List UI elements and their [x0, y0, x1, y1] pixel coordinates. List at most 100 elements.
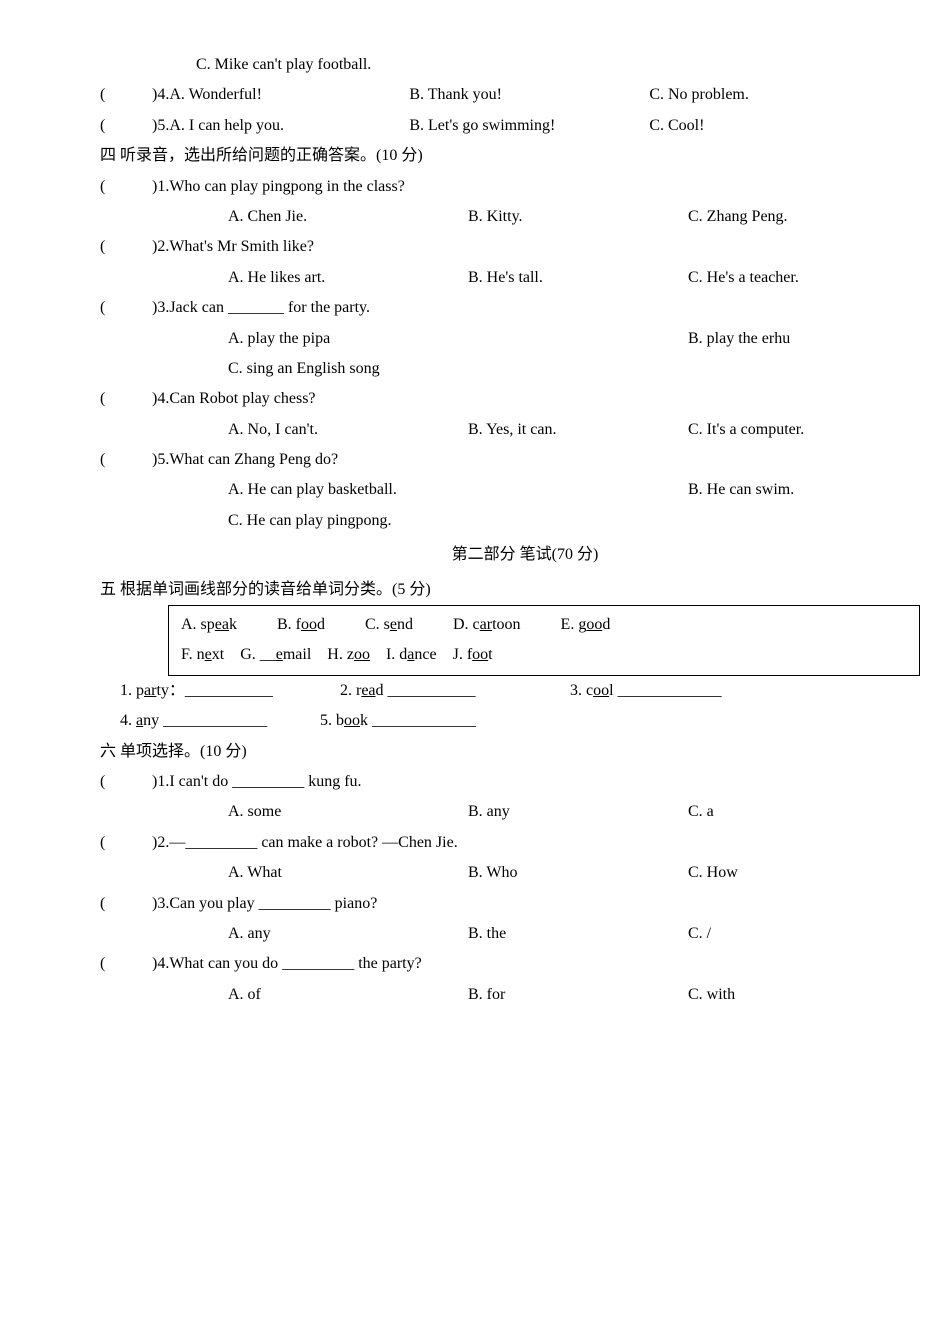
- s4q3-opt-b: B. play the erhu: [688, 324, 790, 354]
- paren-close: )4.: [152, 384, 169, 414]
- fill-1: 1. party：___________: [120, 676, 340, 706]
- s4q4-options: A. No, I can't. B. Yes, it can. C. It's …: [100, 415, 950, 445]
- s4q3-opt-a: A. play the pipa: [228, 324, 688, 354]
- s4q4-opt-a: A. No, I can't.: [228, 415, 468, 445]
- s6q1-opt-b: B. any: [468, 797, 688, 827]
- paren-open: (: [100, 80, 110, 110]
- s6q3-opt-b: B. the: [468, 919, 688, 949]
- paren-close: )1.: [152, 767, 169, 797]
- s6q2-opt-b: B. Who: [468, 858, 688, 888]
- paren-open: (: [100, 828, 110, 858]
- s4q1-opt-c: C. Zhang Peng.: [688, 202, 788, 232]
- q5-opt-a: A. I can help you.: [169, 111, 409, 141]
- fill-2: 2. read ___________: [340, 676, 570, 706]
- section-4-title: 四 听录音，选出所给问题的正确答案。(10 分): [100, 141, 950, 171]
- paren-open: (: [100, 293, 110, 323]
- s6q1-options: A. some B. any C. a: [100, 797, 950, 827]
- q5-opt-b: B. Let's go swimming!: [409, 111, 649, 141]
- paren-close: )2.: [152, 232, 169, 262]
- box-word-i: I. dance: [386, 640, 437, 670]
- box-word-b: B. food: [277, 610, 325, 640]
- box-word-j: J. foot: [453, 640, 493, 670]
- s4q4-stem: Can Robot play chess?: [169, 384, 315, 414]
- s4q3-stem-row: ( )3. Jack can _______ for the party.: [100, 293, 950, 323]
- s6q2-stem-pre: —: [169, 834, 185, 851]
- blank: _________: [282, 955, 354, 972]
- s4q1-opt-b: B. Kitty.: [468, 202, 688, 232]
- paren-close: )1.: [152, 172, 169, 202]
- s4q3-options-row1: A. play the pipa B. play the erhu: [100, 324, 950, 354]
- blank: _________: [232, 773, 304, 790]
- s4q5-opt-a: A. He can play basketball.: [228, 475, 688, 505]
- box-word-d: D. cartoon: [453, 610, 521, 640]
- s4q4-stem-row: ( )4. Can Robot play chess?: [100, 384, 950, 414]
- s6q1-stem-pre: I can't do: [169, 773, 232, 790]
- s6q1-stem: I can't do _________ kung fu.: [169, 767, 361, 797]
- s6q2-opt-c: C. How: [688, 858, 738, 888]
- s4q1-options: A. Chen Jie. B. Kitty. C. Zhang Peng.: [100, 202, 950, 232]
- box-word-a: A. speak: [181, 610, 237, 640]
- s4q5-stem: What can Zhang Peng do?: [169, 445, 338, 475]
- box-word-f: F. next: [181, 640, 224, 670]
- s6q4-stem-row: ( )4. What can you do _________ the part…: [100, 949, 950, 979]
- s6q1-opt-c: C. a: [688, 797, 714, 827]
- s6q2-stem-post: can make a robot? —Chen Jie.: [257, 834, 457, 851]
- paren-open: (: [100, 384, 110, 414]
- s4q1-stem: Who can play pingpong in the class?: [169, 172, 405, 202]
- s4q2-opt-a: A. He likes art.: [228, 263, 468, 293]
- fill-4: 4. any _____________: [120, 706, 320, 736]
- s6q2-stem: —_________ can make a robot? —Chen Jie.: [169, 828, 457, 858]
- s6q2-stem-row: ( )2. —_________ can make a robot? —Chen…: [100, 828, 950, 858]
- paren-close: )5.: [152, 111, 169, 141]
- paren-open: (: [100, 232, 110, 262]
- section-5-title: 五 根据单词画线部分的读音给单词分类。(5 分): [100, 575, 950, 605]
- fill-row-2: 4. any _____________ 5. book ___________…: [100, 706, 950, 736]
- s4q1-opt-a: A. Chen Jie.: [228, 202, 468, 232]
- q5-opt-c: C. Cool!: [649, 111, 704, 141]
- q3-option-c: C. Mike can't play football.: [100, 50, 950, 80]
- s6q4-stem-pre: What can you do: [169, 955, 282, 972]
- s6q3-stem: Can you play _________ piano?: [169, 889, 377, 919]
- fill-row-1: 1. party：___________ 2. read ___________…: [100, 676, 950, 706]
- s6q2-opt-a: A. What: [228, 858, 468, 888]
- paren-close: )4.: [152, 949, 169, 979]
- s4q3-stem-post: for the party.: [284, 299, 370, 316]
- paren-close: )2.: [152, 828, 169, 858]
- q5-row: ( )5. A. I can help you. B. Let's go swi…: [100, 111, 950, 141]
- s4q1-stem-row: ( )1. Who can play pingpong in the class…: [100, 172, 950, 202]
- paren-close: )5.: [152, 445, 169, 475]
- s4q4-opt-c: C. It's a computer.: [688, 415, 804, 445]
- s4q5-stem-row: ( )5. What can Zhang Peng do?: [100, 445, 950, 475]
- q4-opt-b: B. Thank you!: [409, 80, 649, 110]
- box-word-h: H. zoo: [327, 640, 370, 670]
- paren-close: )4.: [152, 80, 169, 110]
- s4q3-opt-c: C. sing an English song: [100, 354, 950, 384]
- part2-title: 第二部分 笔试(70 分): [100, 536, 950, 574]
- paren-open: (: [100, 445, 110, 475]
- s4q2-opt-c: C. He's a teacher.: [688, 263, 799, 293]
- blank: _______: [228, 299, 284, 316]
- s4q5-opt-b: B. He can swim.: [688, 475, 794, 505]
- box-word-g: G. __email: [240, 640, 311, 670]
- paren-open: (: [100, 889, 110, 919]
- s6q3-stem-pre: Can you play: [169, 895, 258, 912]
- s6q3-stem-post: piano?: [331, 895, 378, 912]
- s4q3-stem-pre: Jack can: [169, 299, 228, 316]
- box-word-e: E. good: [561, 610, 611, 640]
- paren-close: )3.: [152, 889, 169, 919]
- q4-opt-c: C. No problem.: [649, 80, 749, 110]
- paren-open: (: [100, 172, 110, 202]
- s4q3-stem: Jack can _______ for the party.: [169, 293, 370, 323]
- s6q3-stem-row: ( )3. Can you play _________ piano?: [100, 889, 950, 919]
- paren-open: (: [100, 111, 110, 141]
- s4q2-opt-b: B. He's tall.: [468, 263, 688, 293]
- s6q3-opt-a: A. any: [228, 919, 468, 949]
- s4q4-opt-b: B. Yes, it can.: [468, 415, 688, 445]
- blank: _________: [185, 834, 257, 851]
- exam-page: C. Mike can't play football. ( )4. A. Wo…: [0, 0, 950, 1060]
- s4q2-stem: What's Mr Smith like?: [169, 232, 314, 262]
- paren-close: )3.: [152, 293, 169, 323]
- s6q4-stem: What can you do _________ the party?: [169, 949, 421, 979]
- paren-open: (: [100, 767, 110, 797]
- s6q4-opt-b: B. for: [468, 980, 688, 1010]
